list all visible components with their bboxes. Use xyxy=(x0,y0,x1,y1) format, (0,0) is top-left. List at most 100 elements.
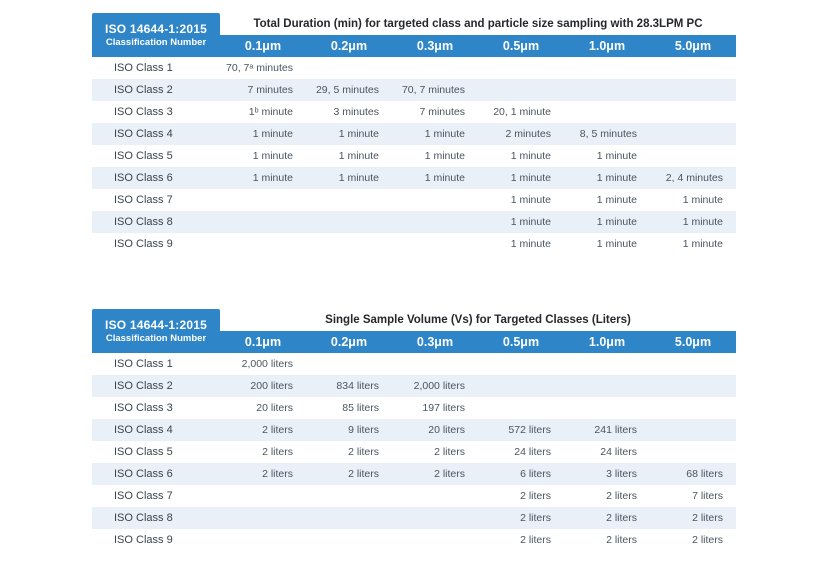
row-label: ISO Class 6 xyxy=(114,468,173,480)
table-cell: 2 liters xyxy=(262,424,293,436)
table-body: ISO Class 1 70, 7ᵃ minutes ISO Class 2 7 mi… xyxy=(92,57,736,255)
table-cell: 1 minute xyxy=(510,216,551,228)
table-cell: 1 minute xyxy=(510,238,551,250)
table-title: Single Sample Volume (Vs) for Targeted C… xyxy=(325,314,631,326)
table-cell: 1 minute xyxy=(338,150,379,162)
column-header: 0.1μm xyxy=(244,335,282,349)
corner-title: ISO 14644-1:2015 xyxy=(105,317,207,332)
table-cell: 3 minutes xyxy=(333,106,379,118)
table-cell: 1 minute xyxy=(596,150,637,162)
table-cell: 1 minute xyxy=(682,194,723,206)
table-cell: 1ᵇ minute xyxy=(248,106,293,118)
table-title: Total Duration (min) for targeted class … xyxy=(253,18,703,30)
column-header: 0.3μm xyxy=(416,39,454,53)
table-cell: 20 liters xyxy=(428,424,465,436)
column-headers: 0.1μm 0.2μm 0.3μm 0.5μm 1.0μm 5.0μm xyxy=(92,331,736,353)
column-header: 0.3μm xyxy=(416,335,454,349)
row-label: ISO Class 6 xyxy=(114,172,173,184)
table-cell: 1 minute xyxy=(510,172,551,184)
row-label: ISO Class 4 xyxy=(114,424,173,436)
table-row: ISO Class 6 1 minute 1 minute 1 minute 1 min… xyxy=(92,167,736,189)
row-label: ISO Class 8 xyxy=(114,512,173,524)
table-row: ISO Class 3 1ᵇ minute 3 minutes 7 minutes 20… xyxy=(92,101,736,123)
row-label: ISO Class 9 xyxy=(114,534,173,546)
table-row: ISO Class 7 2 liters 2 liters 7 liters xyxy=(92,485,736,507)
table-cell: 1 minute xyxy=(424,172,465,184)
table-cell: 2 liters xyxy=(348,446,379,458)
table-cell: 29, 5 minutes xyxy=(315,84,379,96)
table-cell: 1 minute xyxy=(510,194,551,206)
table-cell: 1 minute xyxy=(596,194,637,206)
row-label: ISO Class 3 xyxy=(114,106,173,118)
table-cell: 7 liters xyxy=(692,490,723,502)
table-cell: 197 liters xyxy=(422,402,465,414)
table-cell: 2 liters xyxy=(606,490,637,502)
column-header: 0.2μm xyxy=(330,335,368,349)
table-cell: 1 minute xyxy=(252,172,293,184)
table-cell: 70, 7ᵃ minutes xyxy=(226,62,293,74)
table-row: ISO Class 2 200 liters 834 liters 2,000 lit… xyxy=(92,375,736,397)
table-row: ISO Class 1 70, 7ᵃ minutes xyxy=(92,57,736,79)
table-row: ISO Class 5 1 minute 1 minute 1 minute 1 min… xyxy=(92,145,736,167)
corner-subtitle: Classification Number xyxy=(105,36,207,48)
table-cell: 572 liters xyxy=(508,424,551,436)
column-header: 1.0μm xyxy=(588,39,626,53)
table-cell: 24 liters xyxy=(514,446,551,458)
table-cell: 1 minute xyxy=(510,150,551,162)
table-row: ISO Class 9 2 liters 2 liters 2 liters xyxy=(92,529,736,551)
column-header: 0.5μm xyxy=(502,335,540,349)
column-header: 0.1μm xyxy=(244,39,282,53)
column-headers: 0.1μm 0.2μm 0.3μm 0.5μm 1.0μm 5.0μm xyxy=(92,35,736,57)
table-row: ISO Class 7 1 minute 1 minute 1 minute xyxy=(92,189,736,211)
column-header: 0.5μm xyxy=(502,39,540,53)
table-cell: 2 liters xyxy=(692,534,723,546)
corner-header: ISO 14644-1:2015 Classification Number xyxy=(92,13,220,57)
table-cell: 1 minute xyxy=(682,216,723,228)
row-label: ISO Class 3 xyxy=(114,402,173,414)
column-header: 1.0μm xyxy=(588,335,626,349)
table-cell: 1 minute xyxy=(424,150,465,162)
table-cell: 2 minutes xyxy=(505,128,551,140)
table-cell: 3 liters xyxy=(606,468,637,480)
table-cell: 1 minute xyxy=(682,238,723,250)
table-cell: 2 liters xyxy=(692,512,723,524)
duration-table: ISO 14644-1:2015 Classification Number T… xyxy=(92,13,736,255)
corner-subtitle: Classification Number xyxy=(105,332,207,344)
table-cell: 85 liters xyxy=(342,402,379,414)
table-row: ISO Class 8 2 liters 2 liters 2 liters xyxy=(92,507,736,529)
table-cell: 200 liters xyxy=(250,380,293,392)
table-cell: 7 minutes xyxy=(247,84,293,96)
table-cell: 20, 1 minute xyxy=(493,106,551,118)
table-cell: 1 minute xyxy=(338,128,379,140)
table-cell: 1 minute xyxy=(424,128,465,140)
table-body: ISO Class 1 2,000 liters ISO Class 2 200 li… xyxy=(92,353,736,551)
table-cell: 2 liters xyxy=(606,534,637,546)
table-cell: 70, 7 minutes xyxy=(401,84,465,96)
row-label: ISO Class 4 xyxy=(114,128,173,140)
row-label: ISO Class 7 xyxy=(114,490,173,502)
table-cell: 9 liters xyxy=(348,424,379,436)
volume-table: ISO 14644-1:2015 Classification Number S… xyxy=(92,309,736,551)
column-header: 5.0μm xyxy=(674,335,712,349)
table-cell: 2,000 liters xyxy=(413,380,465,392)
table-cell: 241 liters xyxy=(594,424,637,436)
row-label: ISO Class 7 xyxy=(114,194,173,206)
table-cell: 2 liters xyxy=(262,468,293,480)
table-cell: 7 minutes xyxy=(419,106,465,118)
table-row: ISO Class 8 1 minute 1 minute 1 minute xyxy=(92,211,736,233)
row-label: ISO Class 2 xyxy=(114,380,173,392)
table-cell: 1 minute xyxy=(596,216,637,228)
table-cell: 24 liters xyxy=(600,446,637,458)
table-cell: 2 liters xyxy=(606,512,637,524)
table-cell: 20 liters xyxy=(256,402,293,414)
row-label: ISO Class 5 xyxy=(114,446,173,458)
table-cell: 68 liters xyxy=(686,468,723,480)
table-cell: 2 liters xyxy=(348,468,379,480)
table-cell: 2 liters xyxy=(520,534,551,546)
row-label: ISO Class 2 xyxy=(114,84,173,96)
table-cell: 1 minute xyxy=(338,172,379,184)
table-cell: 2 liters xyxy=(520,512,551,524)
table-cell: 1 minute xyxy=(252,128,293,140)
row-label: ISO Class 5 xyxy=(114,150,173,162)
